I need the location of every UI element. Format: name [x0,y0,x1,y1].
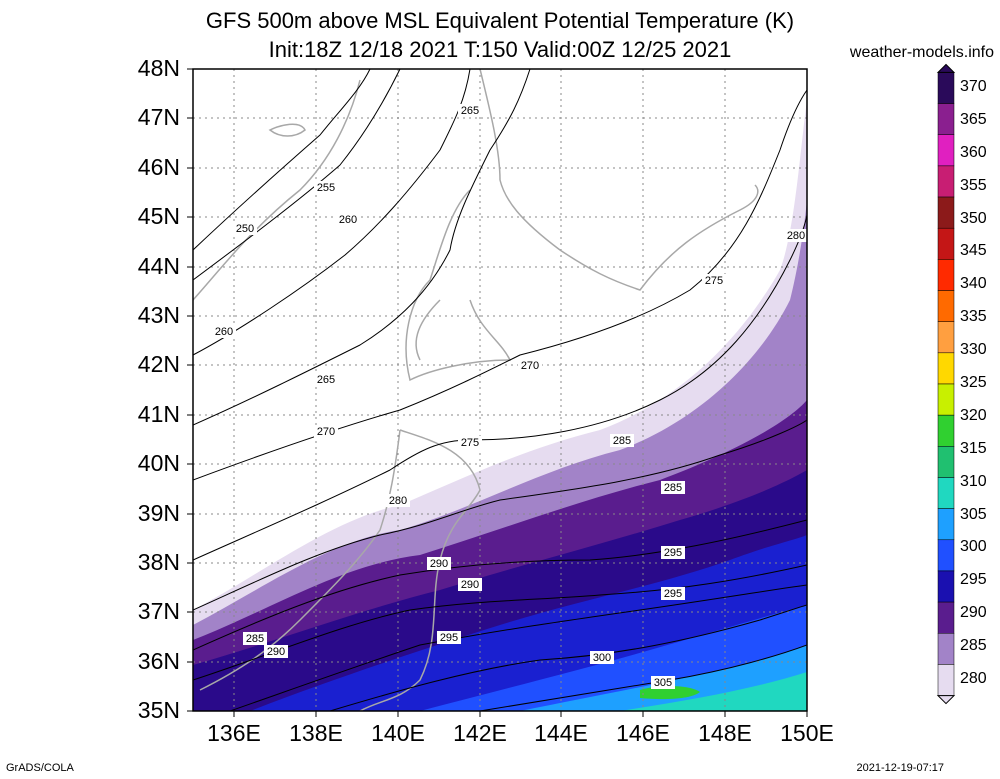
colorbar-label: 355 [960,176,987,194]
lat-label: 41N [137,401,180,427]
contour-label: 290 [267,646,285,658]
colorbar-label: 280 [960,670,987,687]
footer-left: GrADS/COLA [6,762,74,774]
contour-label: 295 [440,632,458,644]
title-line-1: GFS 500m above MSL Equivalent Potential … [205,8,795,33]
colorbar-label: 350 [960,209,987,227]
colorbar-swatch [937,508,955,541]
lat-label: 42N [137,351,180,377]
contour-label: 255 [317,182,335,194]
contour-label: 285 [664,482,682,494]
colorbar-label: 330 [960,341,987,359]
contour-label: 260 [339,214,357,226]
contour-label: 285 [246,633,264,645]
colorbar-label: 320 [960,406,987,424]
colorbar-bottom-arrow [936,695,956,705]
lat-label: 37N [137,598,180,624]
credit: weather-models.info [849,44,994,61]
lat-label: 40N [137,450,180,476]
lon-label: 136E [207,720,261,746]
colorbar-swatch [937,633,955,665]
contour-label: 260 [215,326,233,338]
lat-label: 35N [137,697,180,723]
colorbar-label: 325 [960,374,987,391]
colorbar-label: 370 [960,78,987,95]
colorbar-swatch [937,196,955,229]
lat-label: 38N [137,549,180,575]
colorbar-label: 315 [960,439,987,457]
colorbar-swatch [937,165,955,198]
colorbar-swatch [937,601,955,634]
contour-label: 290 [461,579,479,591]
lat-label: 48N [137,55,180,81]
contour-label: 270 [521,360,539,372]
colorbar-label: 360 [960,143,987,161]
lat-label: 36N [137,648,180,674]
footer-right: 2021-12-19-07:17 [856,762,944,774]
lon-label: 144E [534,720,588,746]
title-line-2: Init:18Z 12/18 2021 T:150 Valid:00Z 12/2… [268,37,732,62]
colorbar-top-arrow [936,63,956,73]
lon-label: 148E [698,720,752,746]
colorbar-swatch [937,664,955,696]
colorbar-swatch [937,477,955,509]
colorbar-swatch [937,352,955,385]
colorbar-label: 295 [960,571,987,589]
contour-label: 250 [236,223,254,235]
colorbar-swatch [937,72,955,104]
contour-label: 280 [389,495,407,507]
colorbar-label: 300 [960,538,987,556]
colorbar-swatch [937,321,955,354]
lon-label: 146E [616,720,670,746]
contour-label: 275 [705,275,723,287]
colorbar-label: 290 [960,604,987,622]
contour-label: 295 [664,588,682,600]
contour-label: 275 [461,437,479,449]
contour-label: 265 [461,105,479,117]
colorbar-swatch [937,290,955,322]
colorbar-label: 335 [960,308,987,326]
contour-label: 280 [787,230,805,242]
colorbar-swatch [937,103,955,135]
colorbar-label: 340 [960,275,987,293]
colorbar [936,63,956,705]
lat-label: 46N [137,154,180,180]
colorbar-label: 365 [960,110,987,128]
lat-label: 45N [137,203,180,229]
colorbar-swatch [937,227,955,260]
lon-label: 138E [289,720,343,746]
colorbar-label: 285 [960,637,987,655]
contour-label: 290 [430,558,448,570]
colorbar-swatch [937,446,955,478]
colorbar-swatch [937,259,955,291]
contour-label: 305 [654,677,672,689]
contour-label: 285 [613,435,631,447]
lat-label: 47N [137,104,180,130]
lon-label: 140E [371,720,425,746]
lon-label: 142E [453,720,507,746]
lat-label: 44N [137,253,180,279]
contour-label: 265 [317,374,335,386]
colorbar-swatch [937,539,955,572]
colorbar-swatch [937,134,955,167]
colorbar-label: 345 [960,242,987,260]
colorbar-label: 305 [960,505,987,523]
lat-label: 39N [137,500,180,526]
map-frame [192,68,808,712]
lat-label: 43N [137,302,180,328]
contour-label: 300 [593,652,611,664]
colorbar-swatch [937,414,955,447]
colorbar-swatch [937,570,955,603]
colorbar-swatch [937,383,955,416]
lon-label: 150E [780,720,834,746]
colorbar-label: 310 [960,472,987,490]
contour-label: 295 [664,547,682,559]
contour-label: 270 [317,426,335,438]
contours [193,69,807,711]
